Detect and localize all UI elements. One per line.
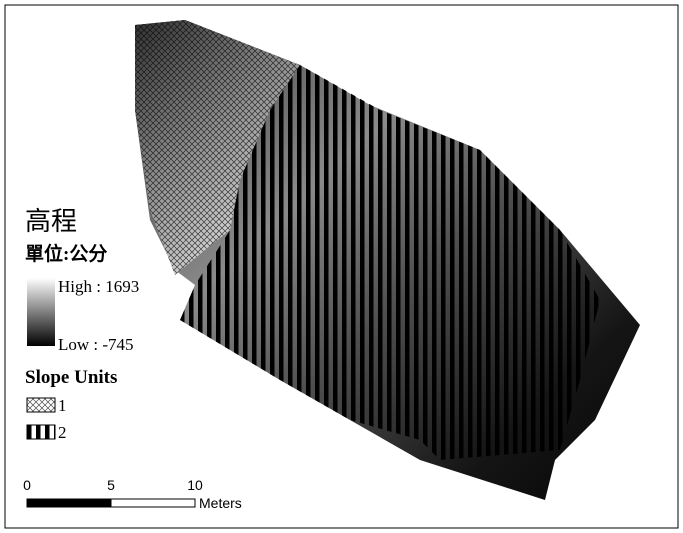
- legend-unit: 單位:公分: [25, 242, 107, 265]
- legend-item: 1: [58, 396, 67, 415]
- slope-unit-2: [180, 65, 600, 460]
- swatch-1-hatch: [27, 398, 55, 412]
- legend-slope-title: Slope Units: [25, 367, 117, 388]
- scale-bar-segment: [110, 498, 196, 508]
- scale-label: 5: [107, 477, 115, 493]
- scale-unit: Meters: [199, 495, 242, 511]
- legend-item: 2: [58, 423, 67, 442]
- scale-label: 10: [187, 477, 203, 493]
- slope-unit-1-hatch: [135, 20, 300, 275]
- legend-high: High : 1693: [58, 277, 139, 296]
- legend-gradient: [27, 278, 55, 346]
- swatch-2-stripes: [27, 425, 55, 439]
- scale-bar-segment: [26, 498, 112, 508]
- legend-low: Low : -745: [58, 335, 134, 354]
- legend-title: 高程: [25, 207, 77, 236]
- scale-label: 0: [23, 477, 31, 493]
